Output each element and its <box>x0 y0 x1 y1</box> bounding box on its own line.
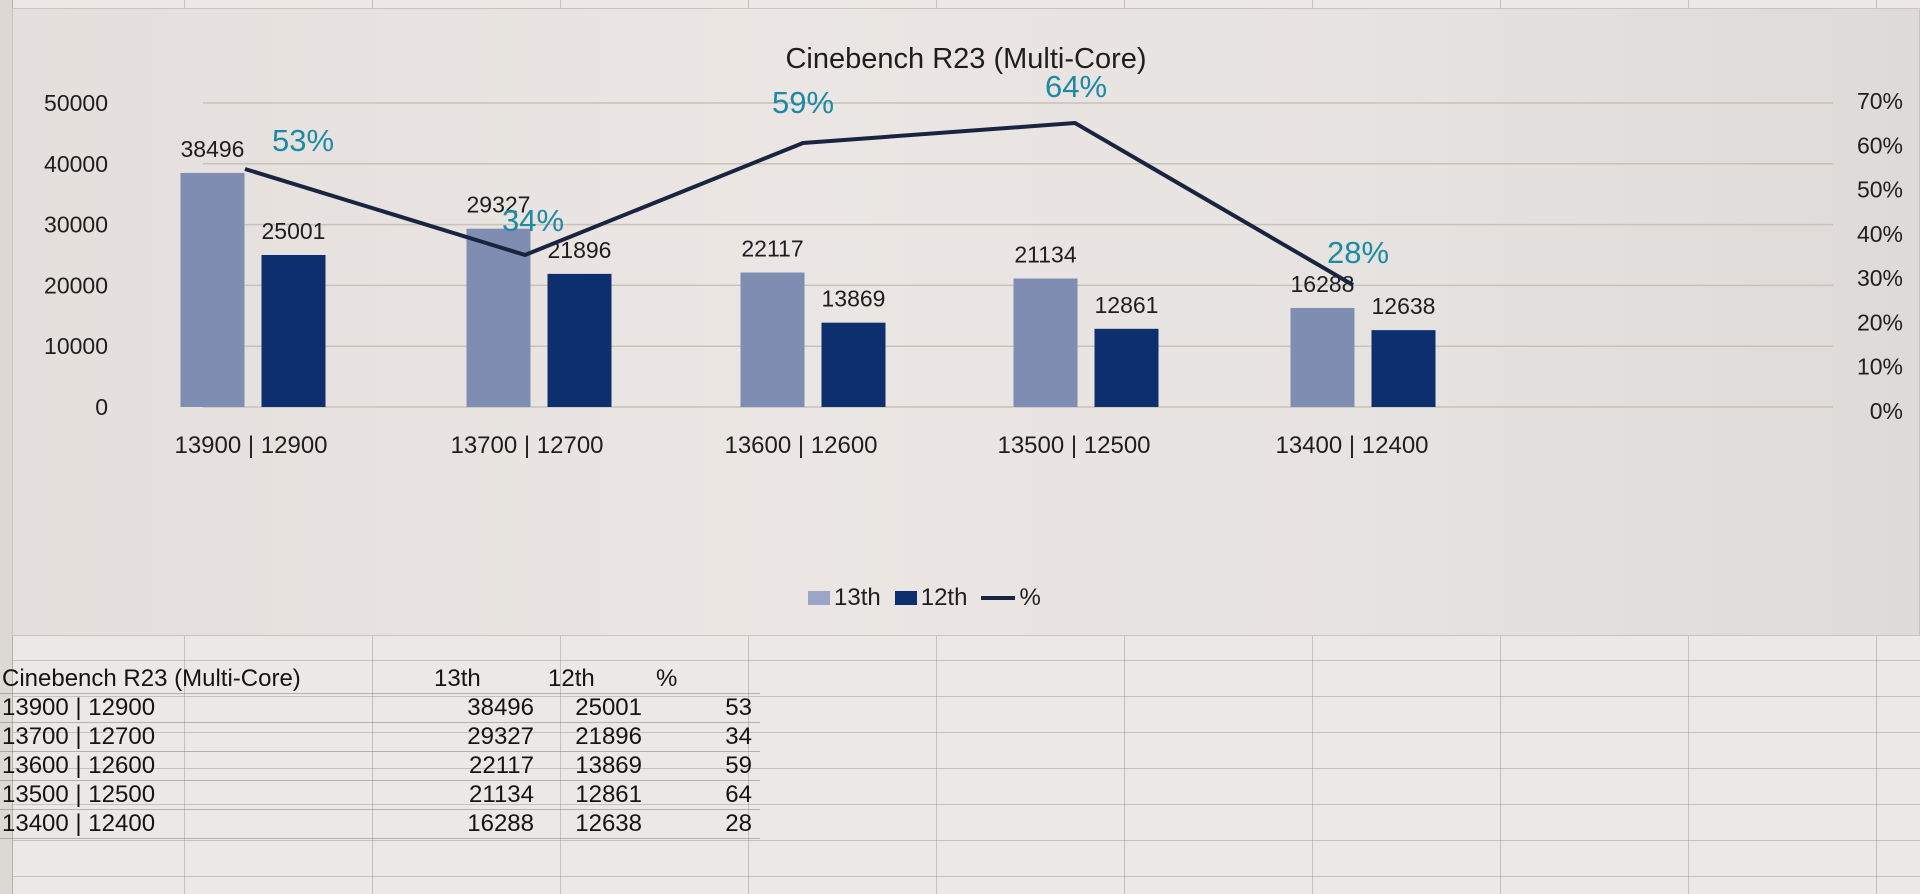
cell-13th[interactable]: 38496 <box>467 694 534 721</box>
header-cell-13th[interactable]: 13th <box>434 665 481 692</box>
svg-text:12638: 12638 <box>1372 293 1436 319</box>
legend-label-12th: 12th <box>920 584 968 611</box>
table-row: 13500 | 12500 21134 12861 64 <box>0 781 760 810</box>
svg-text:59%: 59% <box>772 85 834 120</box>
legend-label-13th: 13th <box>834 584 881 611</box>
svg-text:70%: 70% <box>1857 88 1903 114</box>
svg-text:13900 | 12900: 13900 | 12900 <box>174 432 327 459</box>
header-cell-percent[interactable]: % <box>656 665 678 692</box>
svg-text:10000: 10000 <box>44 333 108 359</box>
table-row: 13700 | 12700 29327 21896 34 <box>0 723 760 752</box>
svg-text:30%: 30% <box>1857 265 1903 291</box>
svg-text:29327: 29327 <box>467 192 531 218</box>
legend-label-percent: % <box>1019 584 1041 611</box>
cell-name[interactable]: 13900 | 12900 <box>2 694 156 721</box>
svg-text:13600 | 12600: 13600 | 12600 <box>724 432 877 459</box>
data-table: Cinebench R23 (Multi-Core) 13th 12th % 1… <box>0 665 760 839</box>
svg-text:50%: 50% <box>1857 177 1903 203</box>
svg-text:25001: 25001 <box>262 218 326 244</box>
svg-text:34%: 34% <box>502 203 564 238</box>
svg-text:30000: 30000 <box>44 212 108 238</box>
svg-text:28%: 28% <box>1327 235 1389 270</box>
cell-13th[interactable]: 21134 <box>469 781 534 808</box>
svg-text:20%: 20% <box>1857 309 1903 335</box>
cell-percent[interactable]: 59 <box>725 752 752 779</box>
svg-text:13869: 13869 <box>822 286 886 312</box>
legend-swatch-12th-icon <box>894 591 917 605</box>
legend-item-12th[interactable]: 12th <box>894 584 968 612</box>
cell-13th[interactable]: 22117 <box>469 752 534 779</box>
svg-text:13700 | 12700: 13700 | 12700 <box>450 432 603 459</box>
table-row: 13400 | 12400 16288 12638 28 <box>0 810 760 839</box>
svg-text:0%: 0% <box>1870 398 1903 424</box>
svg-text:16288: 16288 <box>1291 271 1355 297</box>
table-header-row: Cinebench R23 (Multi-Core) 13th 12th % <box>0 665 760 694</box>
legend: 13th 12th % <box>808 584 1041 612</box>
left-axis: 0 10000 20000 30000 40000 50000 <box>44 90 108 420</box>
svg-text:0: 0 <box>95 394 108 420</box>
svg-text:64%: 64% <box>1045 69 1107 104</box>
legend-swatch-13th-icon <box>808 591 830 605</box>
svg-text:40%: 40% <box>1857 221 1903 247</box>
percent-data-labels: 53% 34% 59% 64% 28% <box>272 69 1389 270</box>
cell-name[interactable]: 13500 | 12500 <box>2 781 156 808</box>
cell-12th[interactable]: 12638 <box>575 810 642 837</box>
svg-text:13500 | 12500: 13500 | 12500 <box>997 432 1150 459</box>
category-axis: 13900 | 12900 13700 | 12700 13600 | 12600 1… <box>174 432 1428 459</box>
cell-13th[interactable]: 29327 <box>467 723 534 750</box>
cell-percent[interactable]: 64 <box>725 781 752 808</box>
svg-text:12861: 12861 <box>1095 292 1159 318</box>
cell-12th[interactable]: 12861 <box>575 781 642 808</box>
svg-text:50000: 50000 <box>44 90 108 116</box>
svg-text:60%: 60% <box>1857 132 1903 158</box>
cell-12th[interactable]: 25001 <box>575 694 642 721</box>
chart-object[interactable]: Cinebench R23 (Multi-Core) 0 10000 20000 30… <box>12 8 1920 636</box>
plot-area: 0 10000 20000 30000 40000 50000 0% 10% 20% 30% 40… <box>44 69 1903 459</box>
cell-12th[interactable]: 21896 <box>575 723 642 750</box>
cell-13th[interactable]: 16288 <box>467 810 534 837</box>
cell-name[interactable]: 13400 | 12400 <box>2 810 156 837</box>
cell-name[interactable]: 13700 | 12700 <box>2 723 156 750</box>
right-axis: 0% 10% 20% 30% 40% 50% 60% 70% <box>1857 88 1903 424</box>
table-row: 13900 | 12900 38496 25001 53 <box>0 694 760 723</box>
svg-text:21134: 21134 <box>1014 242 1076 268</box>
header-cell-name[interactable]: Cinebench R23 (Multi-Core) <box>2 665 301 692</box>
cell-percent[interactable]: 28 <box>725 810 752 837</box>
svg-text:38496: 38496 <box>181 136 245 162</box>
cell-percent[interactable]: 34 <box>725 723 752 750</box>
percent-line-series <box>244 121 1355 287</box>
svg-text:22117: 22117 <box>741 236 803 262</box>
chart-title: Cinebench R23 (Multi-Core) <box>785 43 1147 75</box>
bar-series <box>180 172 1436 407</box>
cell-12th[interactable]: 13869 <box>575 752 642 779</box>
table-row: 13600 | 12600 22117 13869 59 <box>0 752 760 781</box>
svg-text:20000: 20000 <box>44 272 108 298</box>
svg-text:53%: 53% <box>272 123 334 158</box>
legend-item-13th[interactable]: 13th <box>808 584 881 612</box>
cell-name[interactable]: 13600 | 12600 <box>2 752 156 779</box>
header-cell-12th[interactable]: 12th <box>548 665 595 692</box>
cell-percent[interactable]: 53 <box>725 694 752 721</box>
svg-text:13400 | 12400: 13400 | 12400 <box>1275 432 1428 459</box>
svg-text:10%: 10% <box>1857 354 1903 380</box>
svg-text:40000: 40000 <box>44 151 108 177</box>
legend-line-percent-icon <box>981 596 1016 600</box>
legend-item-percent[interactable]: % <box>981 584 1041 612</box>
